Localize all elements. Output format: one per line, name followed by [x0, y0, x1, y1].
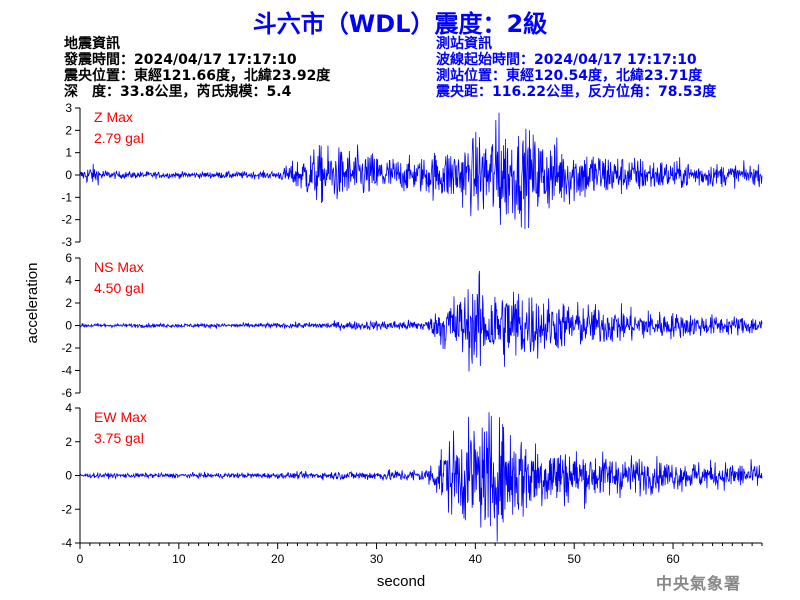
y-tick-label: 1	[65, 146, 72, 160]
y-tick-label: -2	[61, 341, 72, 355]
x-tick-label: 10	[172, 552, 186, 566]
panel-ns: 6 4 2 0 -2 -4 -6 NS Max 4.50 gal	[61, 251, 763, 400]
station-info: 測站資訊 波線起始時間：2024/04/17 17:17:10 測站位置：東經1…	[436, 36, 716, 100]
x-tick-label: 50	[568, 552, 582, 566]
y-tick-label: 4	[65, 274, 72, 288]
agency-watermark: 中央氣象署	[656, 574, 742, 593]
station-info-heading: 測站資訊	[436, 36, 492, 52]
y-tick-label: 6	[65, 251, 72, 265]
panel-z: 3 2 1 0 -1 -2 -3 Z Max 2.79 gal	[61, 101, 763, 249]
y-tick-label: -1	[61, 190, 72, 204]
waveform-trace	[79, 112, 763, 230]
epicenter-location: 震央位置：東經121.66度，北緯23.92度	[64, 68, 331, 84]
depth-magnitude: 深 度：33.8公里，芮氏規模：5.4	[64, 84, 292, 100]
x-tick-label: 60	[666, 552, 680, 566]
y-tick-label: -2	[61, 502, 72, 516]
waveform-trace	[79, 412, 763, 542]
y-tick-label: -3	[61, 235, 72, 249]
x-axis-label: second	[377, 573, 425, 590]
earthquake-info: 地震資訊 發震時間：2024/04/17 17:17:10 震央位置：東經121…	[64, 36, 330, 100]
y-tick-label: 2	[65, 296, 72, 310]
panel-max-name: EW Max	[94, 409, 147, 425]
y-tick-label: 0	[65, 469, 72, 483]
x-tick-label: 0	[77, 552, 84, 566]
y-tick-label: -4	[61, 364, 72, 378]
earthquake-info-heading: 地震資訊	[64, 36, 120, 52]
y-tick-label: 2	[65, 123, 72, 137]
panel-max-value: 4.50 gal	[94, 280, 144, 296]
y-tick-label: 0	[65, 168, 72, 182]
chart-title: 斗六市（WDL）震度：2級	[252, 10, 548, 38]
panel-max-value: 2.79 gal	[94, 130, 144, 146]
panel-ew: 4 2 0 -2 -4 EW Max 3.75 gal	[61, 401, 763, 550]
x-tick-label: 40	[469, 552, 483, 566]
panel-max-name: Z Max	[94, 109, 133, 125]
panel-max-value: 3.75 gal	[94, 430, 144, 446]
panel-max-name: NS Max	[94, 259, 144, 275]
station-location: 測站位置：東經120.54度，北緯23.71度	[436, 68, 703, 84]
waveform-trace	[79, 270, 763, 372]
y-tick-label: 4	[65, 401, 72, 415]
y-tick-label: 3	[65, 101, 72, 115]
y-tick-label: -2	[61, 213, 72, 227]
y-tick-label: -4	[61, 536, 72, 550]
y-axis-label: acceleration	[24, 263, 41, 344]
waveform-onset-time: 波線起始時間：2024/04/17 17:17:10	[436, 52, 697, 68]
y-tick-label: 0	[65, 319, 72, 333]
y-tick-label: -6	[61, 386, 72, 400]
epicentral-distance: 震央距：116.22公里，反方位角：78.53度	[436, 84, 717, 100]
y-tick-label: 2	[65, 435, 72, 449]
origin-time: 發震時間：2024/04/17 17:17:10	[64, 52, 297, 68]
x-tick-label: 20	[271, 552, 285, 566]
x-tick-label: 30	[370, 552, 384, 566]
